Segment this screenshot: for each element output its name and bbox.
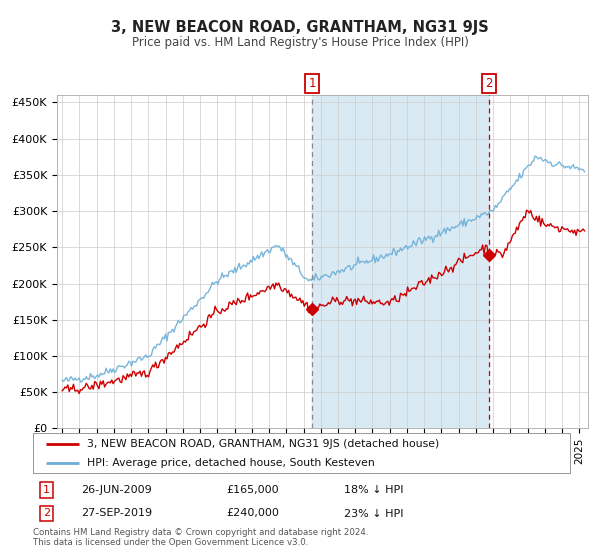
Text: 18% ↓ HPI: 18% ↓ HPI — [344, 485, 404, 495]
Text: HPI: Average price, detached house, South Kesteven: HPI: Average price, detached house, Sout… — [87, 458, 374, 468]
Text: 3, NEW BEACON ROAD, GRANTHAM, NG31 9JS: 3, NEW BEACON ROAD, GRANTHAM, NG31 9JS — [111, 20, 489, 35]
Text: 23% ↓ HPI: 23% ↓ HPI — [344, 508, 404, 519]
Text: 3, NEW BEACON ROAD, GRANTHAM, NG31 9JS (detached house): 3, NEW BEACON ROAD, GRANTHAM, NG31 9JS (… — [87, 439, 439, 449]
Text: 26-JUN-2009: 26-JUN-2009 — [82, 485, 152, 495]
Text: Price paid vs. HM Land Registry's House Price Index (HPI): Price paid vs. HM Land Registry's House … — [131, 36, 469, 49]
Text: 27-SEP-2019: 27-SEP-2019 — [82, 508, 152, 519]
Text: 1: 1 — [308, 77, 316, 90]
Text: £165,000: £165,000 — [226, 485, 279, 495]
Text: 2: 2 — [43, 508, 50, 519]
Text: 1: 1 — [43, 485, 50, 495]
Text: 2: 2 — [485, 77, 493, 90]
Text: £240,000: £240,000 — [226, 508, 279, 519]
Text: Contains HM Land Registry data © Crown copyright and database right 2024.
This d: Contains HM Land Registry data © Crown c… — [33, 528, 368, 547]
Bar — [312, 95, 489, 428]
